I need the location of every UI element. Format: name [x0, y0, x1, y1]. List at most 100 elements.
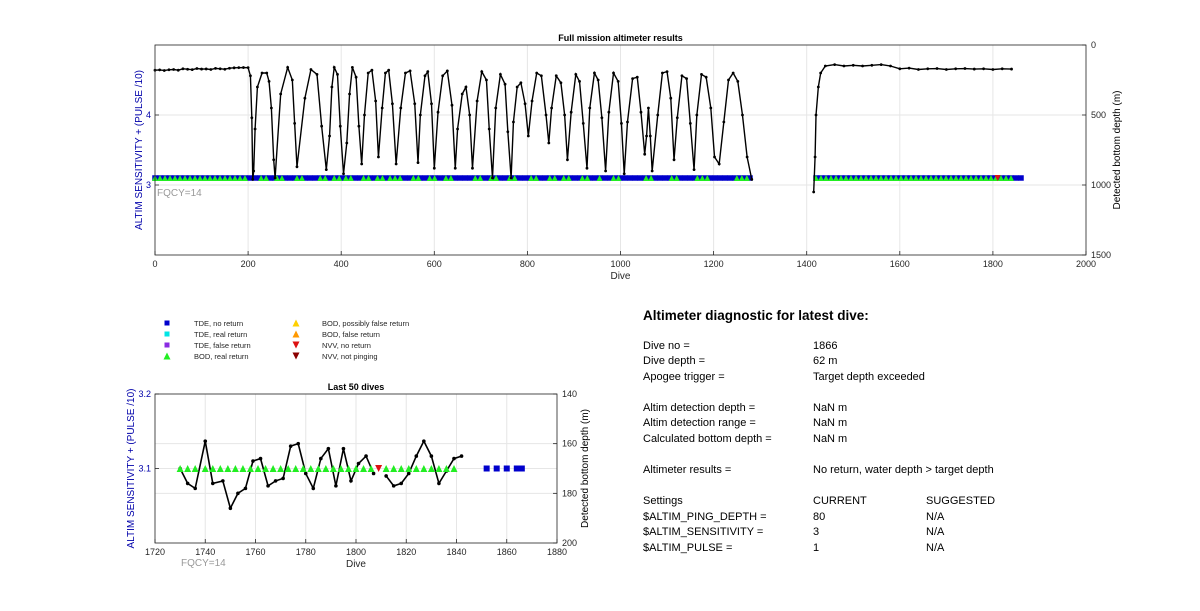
- depth-point: [523, 102, 527, 106]
- diagnostic-label: $ALTIM_SENSITIVITY =: [643, 526, 764, 538]
- depth-point: [258, 456, 263, 461]
- bod-real-return-marker: [823, 175, 830, 181]
- suggested-header: SUGGESTED: [926, 495, 996, 507]
- bod-real-return-marker: [242, 175, 248, 181]
- x-tick-label: 1200: [704, 259, 724, 269]
- bod-real-return-marker: [172, 175, 178, 181]
- bod-real-return-marker: [913, 175, 920, 181]
- diagnostic-value: NaN m: [813, 417, 848, 429]
- tde-no-return-marker: [417, 175, 423, 181]
- bod-real-return-marker: [254, 465, 262, 472]
- depth-point: [319, 456, 323, 461]
- depth-point: [418, 113, 422, 117]
- bod-real-return-marker: [858, 175, 865, 181]
- bod-real-return-marker: [209, 465, 217, 472]
- bod-real-return-marker: [643, 175, 650, 181]
- depth-point: [293, 122, 297, 125]
- depth-point: [526, 134, 530, 138]
- marker-legend: TDE, no return TDE, real return TDE, false…: [163, 319, 409, 361]
- bod-real-return-marker: [878, 175, 885, 181]
- depth-point: [413, 102, 417, 106]
- depth-point: [530, 99, 534, 103]
- tde-no-return-marker: [702, 175, 708, 181]
- depth-point: [232, 66, 236, 70]
- x-tick-label: 600: [427, 259, 442, 269]
- depth-point: [342, 172, 345, 176]
- tde-no-return-marker: [502, 175, 508, 181]
- bod-real-return-marker: [615, 175, 622, 181]
- tde-no-return-marker: [697, 175, 703, 181]
- x-axis-label: Dive: [346, 559, 366, 570]
- depth-point: [982, 67, 985, 71]
- depth-point: [991, 68, 995, 71]
- depth-point: [436, 110, 440, 114]
- x-tick-label: 1880: [547, 547, 567, 557]
- depth-point: [349, 479, 353, 483]
- diagnostic-value: 3: [813, 526, 820, 538]
- diagnostic-label: Dive no =: [643, 340, 690, 352]
- y2-tick-label: 160: [562, 439, 577, 449]
- depth-point: [185, 481, 190, 486]
- depth-point: [559, 81, 563, 85]
- settings-header: Settings: [643, 495, 683, 507]
- depth-point: [563, 113, 567, 117]
- bod-real-return-marker: [379, 175, 386, 181]
- x-tick-label: 1780: [296, 547, 316, 557]
- bod-real-return-marker: [269, 465, 277, 472]
- depth-point: [648, 134, 652, 138]
- depth-point: [453, 166, 457, 170]
- tde-no-return-marker: [482, 175, 488, 181]
- diagnostic-value: NaN m: [813, 433, 848, 445]
- depth-point: [588, 106, 592, 110]
- depth-point: [688, 122, 692, 125]
- depth-point: [816, 85, 820, 89]
- tde-no-return-marker: [622, 175, 628, 181]
- bod-real-return-marker: [565, 175, 572, 181]
- y2-tick-label: 0: [1091, 40, 1096, 50]
- tde-no-return-marker: [312, 175, 318, 181]
- bod-real-return-marker: [933, 175, 940, 181]
- nvv-no-return-marker: [375, 465, 383, 472]
- bod-real-return-marker: [352, 465, 360, 472]
- depth-point: [819, 71, 823, 75]
- depth-point: [547, 141, 551, 145]
- bod-real-return-marker: [923, 175, 930, 181]
- diagnostic-label: $ALTIM_PULSE =: [643, 542, 733, 554]
- y-axis-label: ALTIM SENSITIVITY + (PULSE /10): [126, 389, 137, 549]
- diagnostic-row: Altim detection range = NaN m: [643, 417, 1163, 431]
- depth-point: [303, 96, 307, 100]
- bod-real-return-marker: [224, 465, 232, 472]
- depth-point: [727, 78, 730, 82]
- depth-point: [236, 491, 240, 496]
- tde-no-return-marker: [412, 175, 418, 181]
- tde-no-return-marker: [402, 175, 408, 181]
- tde-no-return-marker: [407, 175, 413, 181]
- depth-point: [272, 158, 276, 162]
- depth-point: [944, 68, 948, 71]
- diagnostic-label: Dive depth =: [643, 355, 706, 367]
- bod-real-return-marker: [162, 175, 168, 181]
- legend-label: BOD, real return: [194, 352, 249, 361]
- depth-point: [695, 113, 699, 117]
- bod-real-return-marker: [374, 175, 381, 181]
- depth-point: [243, 486, 248, 491]
- depth-point: [242, 66, 245, 69]
- bod-real-return-marker: [360, 175, 367, 181]
- depth-point: [635, 75, 639, 79]
- depth-point: [643, 152, 647, 156]
- tde-no-return-marker: [522, 175, 528, 181]
- bod-real-return-marker: [560, 175, 567, 181]
- depth-point: [741, 113, 744, 117]
- depth-point: [391, 102, 394, 106]
- depth-point: [464, 85, 468, 89]
- depth-point: [639, 110, 643, 114]
- depth-point: [204, 67, 208, 71]
- bod-real-return-marker: [648, 175, 655, 181]
- tde-no-return-marker: [307, 175, 313, 181]
- bod-real-return-marker: [928, 175, 935, 181]
- depth-point: [475, 99, 479, 103]
- depth-point: [879, 63, 883, 66]
- diagnostic-label: Calculated bottom depth =: [643, 433, 772, 445]
- y2-tick-label: 500: [1091, 110, 1106, 120]
- bod-real-return-marker: [331, 175, 338, 181]
